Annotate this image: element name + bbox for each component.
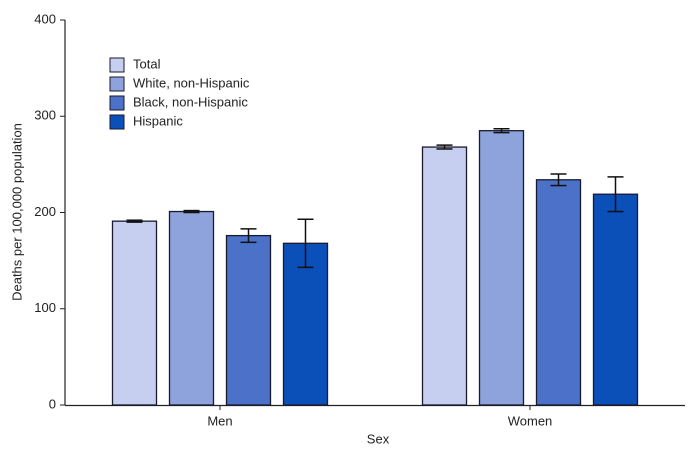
bar xyxy=(225,234,272,406)
legend-swatch xyxy=(109,57,125,73)
x-axis-label: Sex xyxy=(367,431,390,446)
bar xyxy=(168,210,215,406)
y-tick-label: 0 xyxy=(49,396,56,411)
y-tick-label: 400 xyxy=(34,11,56,26)
x-tick-label: Women xyxy=(508,413,553,428)
y-axis-label: Deaths per 100,000 population xyxy=(9,123,24,301)
legend-swatch xyxy=(109,114,125,130)
legend-label: Hispanic xyxy=(133,113,183,128)
legend-label: Black, non-Hispanic xyxy=(133,94,248,109)
legend-label: White, non-Hispanic xyxy=(133,75,250,90)
bar xyxy=(535,179,582,406)
y-tick-label: 200 xyxy=(34,204,56,219)
error-bar xyxy=(550,173,567,187)
y-tick-label: 100 xyxy=(34,300,56,315)
bar xyxy=(111,220,158,406)
legend-label: Total xyxy=(133,56,161,71)
legend-swatch xyxy=(109,95,125,111)
error-bar xyxy=(297,218,314,269)
legend-swatch xyxy=(109,76,125,92)
y-tick-label: 300 xyxy=(34,108,56,123)
bar xyxy=(421,146,468,406)
bar xyxy=(282,242,329,406)
bar xyxy=(592,193,639,406)
error-bar xyxy=(607,176,624,213)
error-bar xyxy=(493,128,510,134)
error-bar xyxy=(436,144,453,150)
error-bar xyxy=(183,209,200,214)
error-bar xyxy=(126,219,143,223)
error-bar xyxy=(240,228,257,244)
bar xyxy=(478,130,525,406)
x-tick-label: Men xyxy=(207,413,232,428)
